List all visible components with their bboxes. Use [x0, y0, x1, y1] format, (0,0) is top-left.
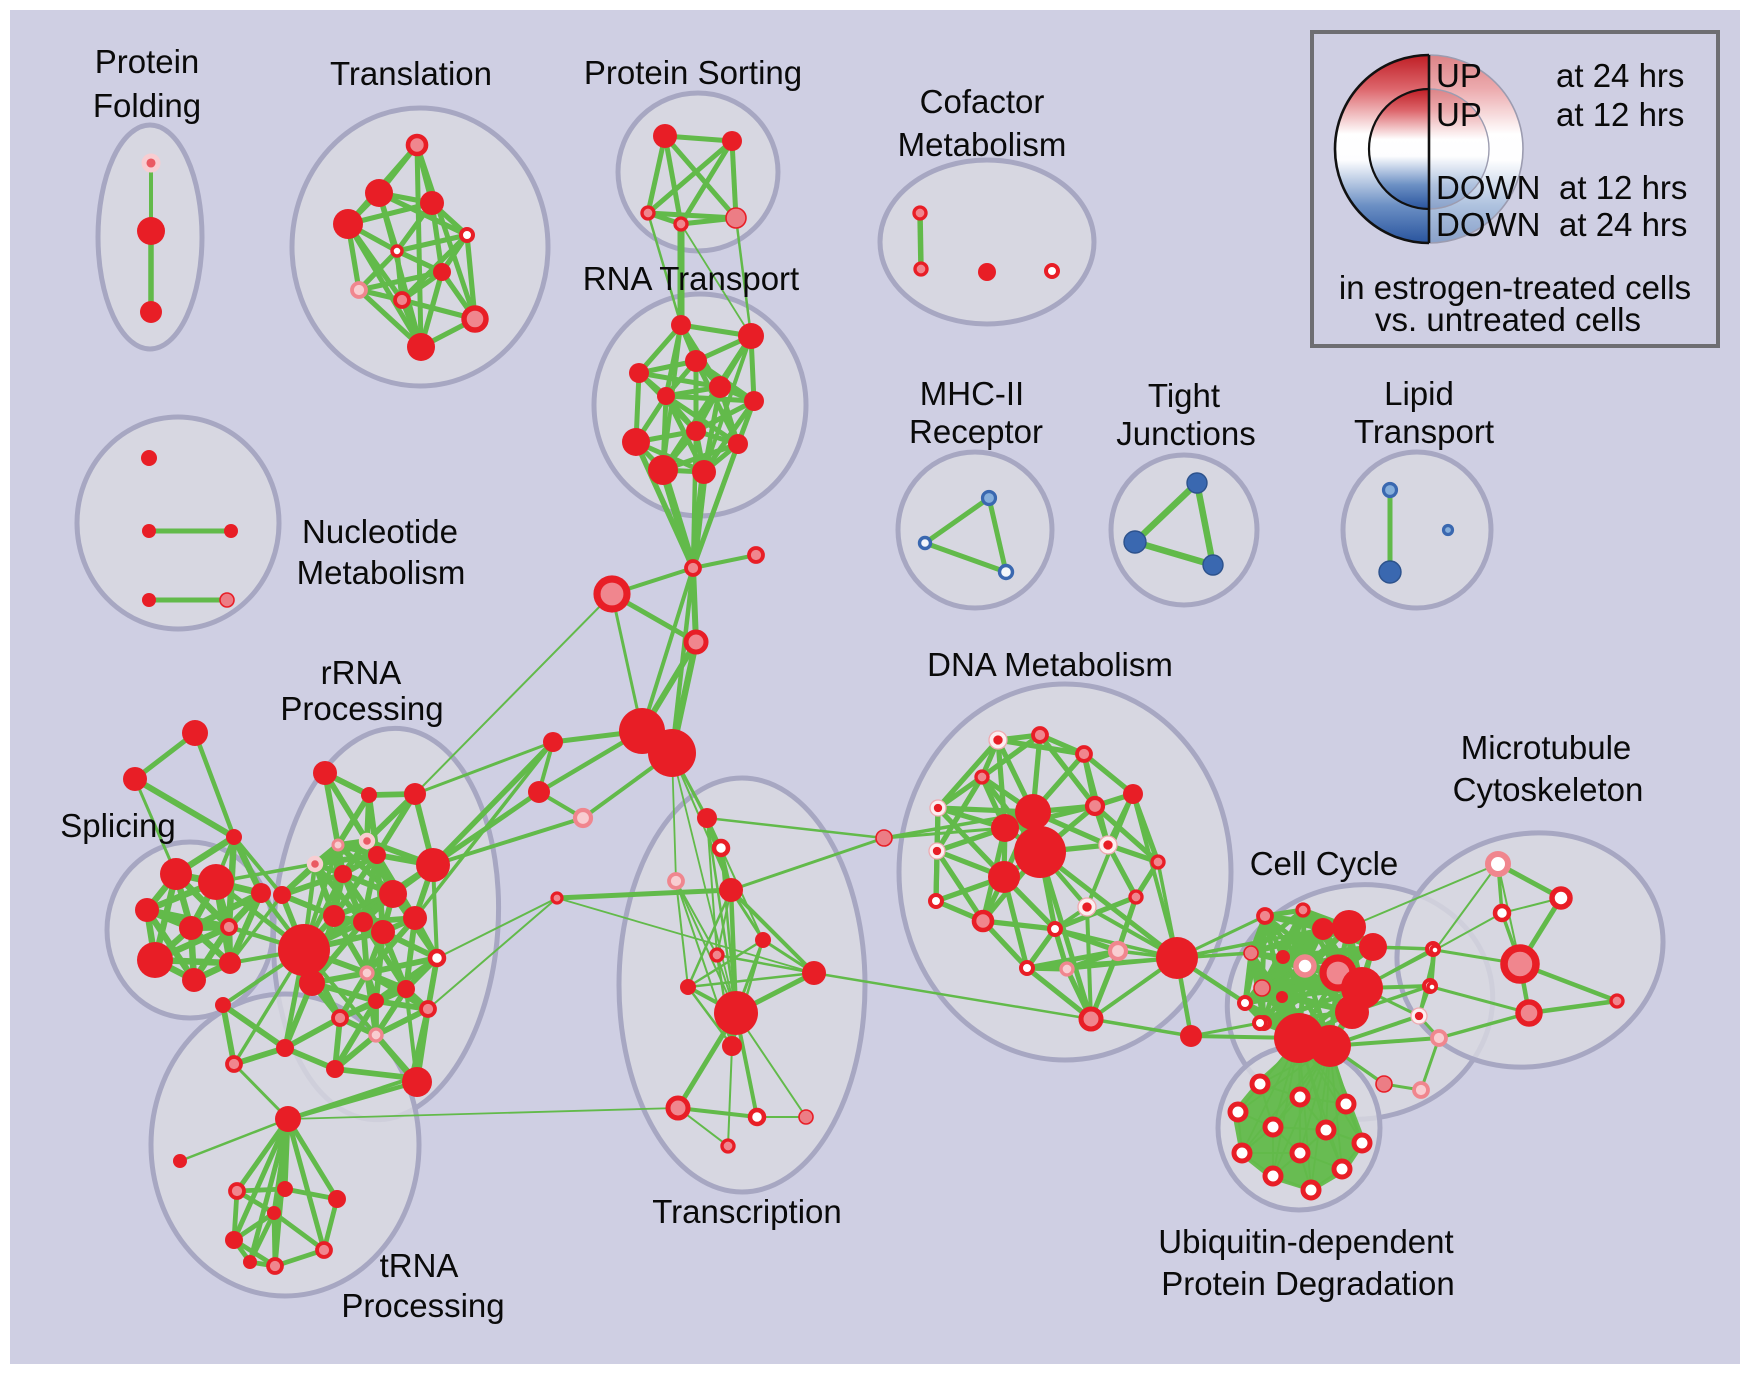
svg-text:at 24 hrs: at 24 hrs — [1559, 206, 1687, 243]
svg-text:Processing: Processing — [341, 1287, 504, 1324]
svg-text:Microtubule: Microtubule — [1461, 729, 1632, 766]
svg-text:Translation: Translation — [330, 55, 492, 92]
svg-text:RNA Transport: RNA Transport — [583, 260, 799, 297]
svg-text:Protein Sorting: Protein Sorting — [584, 54, 802, 91]
svg-text:tRNA: tRNA — [380, 1247, 459, 1284]
svg-text:Tight: Tight — [1148, 377, 1220, 414]
svg-text:in estrogen-treated cells: in estrogen-treated cells — [1339, 269, 1691, 306]
svg-text:Receptor: Receptor — [909, 413, 1043, 450]
svg-text:Protein Degradation: Protein Degradation — [1161, 1265, 1455, 1302]
svg-text:DOWN: DOWN — [1436, 206, 1540, 243]
svg-text:Protein: Protein — [95, 43, 200, 80]
svg-text:Splicing: Splicing — [60, 807, 176, 844]
svg-text:Transcription: Transcription — [652, 1193, 842, 1230]
svg-text:Lipid: Lipid — [1384, 375, 1454, 412]
svg-text:Cytoskeleton: Cytoskeleton — [1453, 771, 1644, 808]
svg-text:UP: UP — [1436, 57, 1482, 94]
svg-text:at 12 hrs: at 12 hrs — [1559, 169, 1687, 206]
svg-text:Junctions: Junctions — [1116, 415, 1255, 452]
svg-text:Nucleotide: Nucleotide — [302, 513, 458, 550]
svg-text:Processing: Processing — [280, 690, 443, 727]
svg-text:Transport: Transport — [1354, 413, 1494, 450]
svg-text:DOWN: DOWN — [1436, 169, 1540, 206]
svg-text:Metabolism: Metabolism — [898, 126, 1067, 163]
svg-text:DNA Metabolism: DNA Metabolism — [927, 646, 1173, 683]
svg-text:rRNA: rRNA — [321, 654, 402, 691]
svg-text:vs. untreated cells: vs. untreated cells — [1375, 301, 1641, 338]
svg-text:Ubiquitin-dependent: Ubiquitin-dependent — [1158, 1223, 1453, 1260]
svg-text:UP: UP — [1436, 96, 1482, 133]
svg-text:at 24 hrs: at 24 hrs — [1556, 57, 1684, 94]
svg-text:Folding: Folding — [93, 87, 201, 124]
svg-text:Cell Cycle: Cell Cycle — [1250, 845, 1399, 882]
svg-text:Metabolism: Metabolism — [297, 554, 466, 591]
svg-text:MHC-II: MHC-II — [920, 375, 1024, 412]
svg-text:Cofactor: Cofactor — [920, 83, 1045, 120]
svg-text:at 12 hrs: at 12 hrs — [1556, 96, 1684, 133]
